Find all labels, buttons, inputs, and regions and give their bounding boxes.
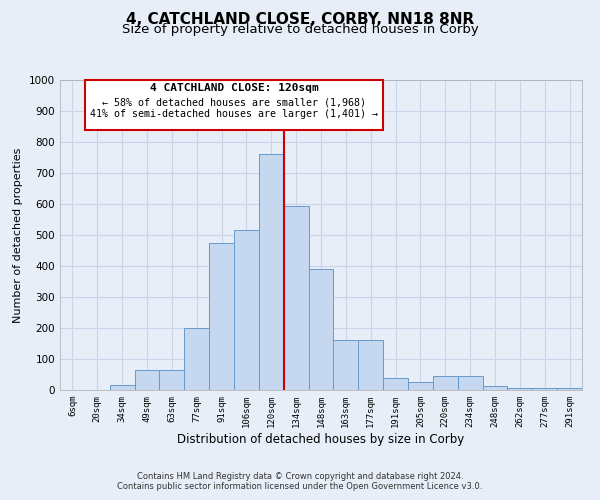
Bar [482, 386, 508, 390]
Bar [458, 376, 482, 390]
Bar [110, 386, 134, 390]
Bar [209, 243, 234, 390]
FancyBboxPatch shape [85, 80, 383, 130]
X-axis label: Distribution of detached houses by size in Corby: Distribution of detached houses by size … [178, 432, 464, 446]
Text: Size of property relative to detached houses in Corby: Size of property relative to detached ho… [122, 22, 478, 36]
Text: Contains public sector information licensed under the Open Government Licence v3: Contains public sector information licen… [118, 482, 482, 491]
Bar [383, 378, 408, 390]
Bar [259, 154, 284, 390]
Text: Contains HM Land Registry data © Crown copyright and database right 2024.: Contains HM Land Registry data © Crown c… [137, 472, 463, 481]
Bar [358, 340, 383, 390]
Bar [184, 328, 209, 390]
Text: 4, CATCHLAND CLOSE, CORBY, NN18 8NR: 4, CATCHLAND CLOSE, CORBY, NN18 8NR [126, 12, 474, 28]
Bar [433, 376, 458, 390]
Bar [160, 370, 184, 390]
Bar [134, 370, 160, 390]
Bar [334, 340, 358, 390]
Bar [308, 269, 334, 390]
Bar [508, 388, 532, 390]
Text: ← 58% of detached houses are smaller (1,968): ← 58% of detached houses are smaller (1,… [102, 97, 366, 107]
Text: 41% of semi-detached houses are larger (1,401) →: 41% of semi-detached houses are larger (… [90, 110, 378, 120]
Bar [557, 388, 582, 390]
Bar [532, 388, 557, 390]
Text: 4 CATCHLAND CLOSE: 120sqm: 4 CATCHLAND CLOSE: 120sqm [149, 83, 319, 93]
Bar [284, 206, 308, 390]
Bar [234, 230, 259, 390]
Bar [408, 382, 433, 390]
Y-axis label: Number of detached properties: Number of detached properties [13, 148, 23, 322]
